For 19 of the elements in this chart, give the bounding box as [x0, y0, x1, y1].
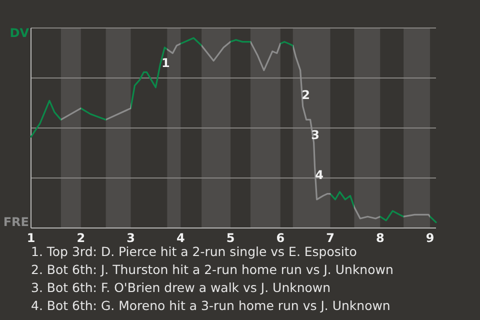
text: 4. Bot 6th: G. Moreno hit a 3-run home run vs J. Unknown [31, 298, 390, 313]
annotation: 2 [302, 88, 310, 102]
annotation: 4 [315, 168, 324, 182]
text: 1. Top 3rd: D. Pierce hit a 2-run single vs E. Esposito [31, 244, 357, 259]
text: 3. Bot 6th: F. O'Brien drew a walk vs J. Unknown [31, 280, 331, 295]
x-tick-label: 6 [276, 231, 285, 245]
annotation: 1 [161, 56, 170, 70]
x-tick-label: 1 [26, 231, 36, 245]
x-tick-label: 9 [426, 231, 434, 245]
x-tick-label: 4 [176, 231, 185, 245]
text: DV [10, 26, 30, 40]
text: FRE [3, 215, 29, 230]
x-tick-label: 7 [326, 231, 334, 245]
annotation: 3 [311, 128, 320, 142]
text: 2. Bot 6th: J. Thurston hit a 2-run home run vs J. Unknown [31, 262, 394, 277]
x-tick-label: 2 [76, 231, 86, 245]
x-tick-label: 3 [126, 231, 135, 245]
x-tick-label: 5 [226, 231, 235, 245]
x-tick-label: 8 [376, 231, 384, 245]
